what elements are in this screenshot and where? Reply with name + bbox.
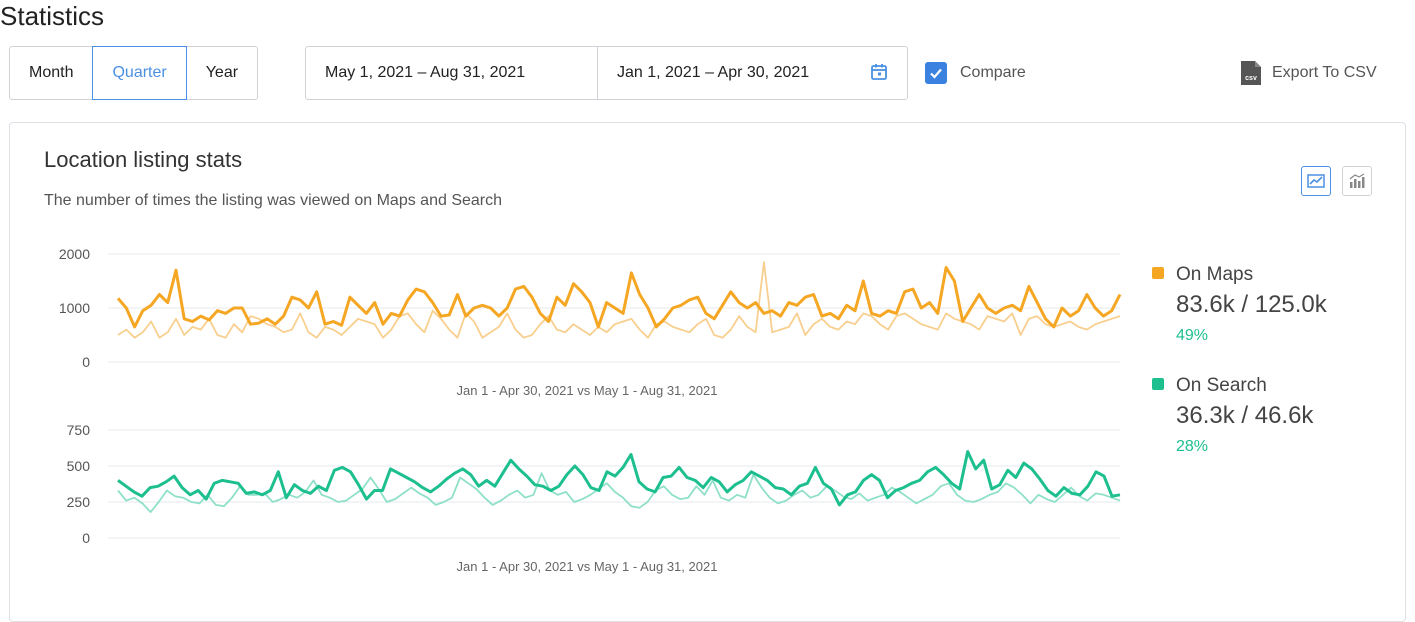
line-chart-icon bbox=[1307, 174, 1325, 188]
legend-value: 36.3k / 46.6k bbox=[1176, 402, 1314, 429]
maps-y-tick-label: 2000 bbox=[59, 246, 90, 262]
search-y-tick-label: 250 bbox=[67, 494, 91, 510]
bar-view-button[interactable] bbox=[1342, 166, 1372, 196]
line-view-button[interactable] bbox=[1301, 166, 1331, 196]
export-csv-button[interactable]: csv Export To CSV bbox=[1240, 60, 1377, 86]
maps-series-line-current bbox=[116, 266, 1122, 329]
maps-y-tick-label: 1000 bbox=[59, 300, 90, 316]
compare-label: Compare bbox=[960, 64, 1026, 81]
legend-change: 28% bbox=[1176, 438, 1209, 455]
charts-area: 0 1000 2000 Jan 1 - Apr 30, 2021 vs May 1 -… bbox=[59, 246, 1122, 574]
period-selector: Month Quarter Year bbox=[9, 46, 259, 100]
search-y-tick-label: 750 bbox=[67, 422, 91, 438]
legend-name: On Maps bbox=[1176, 264, 1254, 285]
card-subtitle: The number of times the listing was view… bbox=[44, 192, 503, 209]
period-month-button[interactable]: Month bbox=[29, 64, 74, 81]
legend-name: On Search bbox=[1176, 375, 1267, 396]
search-x-axis-label: Jan 1 - Apr 30, 2021 vs May 1 - Aug 31, … bbox=[457, 559, 718, 574]
period-quarter-button[interactable]: Quarter bbox=[92, 46, 187, 100]
legend-value: 83.6k / 125.0k bbox=[1176, 291, 1327, 318]
page-title: Statistics bbox=[0, 1, 105, 31]
maps-x-axis-label: Jan 1 - Apr 30, 2021 vs May 1 - Aug 31, … bbox=[457, 383, 718, 398]
svg-text:csv: csv bbox=[1245, 75, 1257, 82]
maps-series-line-previous bbox=[117, 261, 1121, 339]
card-title: Location listing stats bbox=[44, 147, 243, 172]
maps-y-tick-label: 0 bbox=[82, 354, 90, 370]
search-y-tick-label: 500 bbox=[67, 458, 91, 474]
period-year-button[interactable]: Year bbox=[205, 64, 239, 81]
compare-checkbox[interactable] bbox=[925, 62, 947, 84]
csv-file-icon: csv bbox=[1241, 61, 1261, 85]
legend-swatch-search bbox=[1152, 378, 1164, 390]
legend-swatch-maps bbox=[1152, 267, 1164, 279]
checkmark-icon bbox=[930, 68, 942, 79]
compare-date-range[interactable]: Jan 1, 2021 – Apr 30, 2021 bbox=[597, 46, 908, 100]
search-y-tick-label: 0 bbox=[82, 530, 90, 546]
search-series-line-current bbox=[117, 450, 1121, 507]
legend-change: 49% bbox=[1176, 327, 1209, 344]
calendar-icon[interactable] bbox=[870, 63, 888, 81]
bar-chart-icon bbox=[1349, 173, 1365, 188]
export-label: Export To CSV bbox=[1272, 64, 1377, 81]
